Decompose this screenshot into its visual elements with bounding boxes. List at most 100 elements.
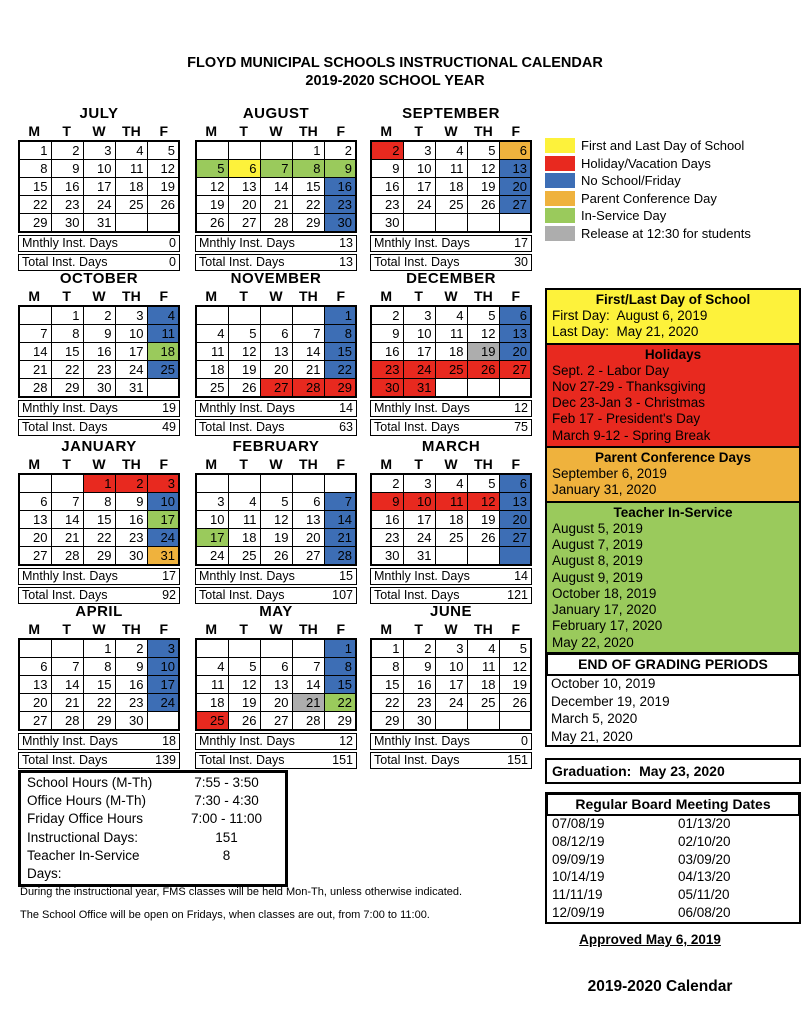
day-cell: 31 bbox=[82, 213, 116, 233]
day-cell: 11 bbox=[227, 510, 261, 529]
day-cell: 17 bbox=[434, 675, 468, 694]
monthly-inst-label: Mnthly Inst. Days bbox=[22, 401, 118, 415]
total-inst-days: Total Inst. Days 151 bbox=[370, 752, 532, 769]
total-inst-label: Total Inst. Days bbox=[374, 420, 460, 434]
day-cell: 4 bbox=[434, 305, 468, 325]
board-date: 11/11/19 bbox=[552, 887, 603, 903]
day-cell: 31 bbox=[146, 546, 180, 566]
legend-label: Holiday/Vacation Days bbox=[581, 155, 711, 171]
day-cell bbox=[291, 638, 325, 658]
weekday-label: F bbox=[159, 123, 169, 139]
day-cell: 18 bbox=[146, 342, 180, 361]
day-cell: 12 bbox=[466, 324, 500, 343]
day-cell: 22 bbox=[323, 360, 357, 379]
weekday-label: TH bbox=[122, 456, 141, 472]
day-cell: 29 bbox=[50, 378, 84, 398]
month-january: JANUARY M T W TH F 1 2 3 6 7 8 9 10 13 14 15 16 17 20 21 22 23… bbox=[18, 438, 180, 604]
hours-label: School Hours (M-Th) bbox=[27, 775, 153, 790]
weekday-label: TH bbox=[299, 456, 318, 472]
day-cell: 21 bbox=[50, 528, 84, 547]
day-cell: 23 bbox=[50, 195, 84, 214]
day-cell: 29 bbox=[82, 546, 116, 566]
day-cell bbox=[146, 378, 180, 398]
month-title: AUGUST bbox=[242, 105, 310, 122]
day-cell: 10 bbox=[402, 159, 436, 178]
day-cell: 10 bbox=[195, 510, 229, 529]
weekday-label: T bbox=[239, 123, 248, 139]
day-cell: 24 bbox=[402, 528, 436, 547]
day-cell: 3 bbox=[146, 473, 180, 493]
day-cell: 27 bbox=[291, 546, 325, 566]
week-row: 11 12 13 14 15 bbox=[195, 342, 357, 361]
day-cell: 2 bbox=[114, 638, 148, 658]
text-line: Feb 17 - President's Day bbox=[552, 411, 701, 427]
day-cell: 22 bbox=[323, 693, 357, 712]
day-cell: 24 bbox=[82, 195, 116, 214]
day-cell: 5 bbox=[195, 159, 229, 178]
day-cell: 11 bbox=[434, 492, 468, 511]
week-row: 30 31 bbox=[370, 378, 532, 398]
weekday-label: W bbox=[444, 456, 458, 472]
board-meeting-row: 12/09/19 06/08/20 bbox=[547, 904, 799, 922]
day-cell: 29 bbox=[82, 711, 116, 731]
month-may: MAY M T W TH F 1 4 5 6 7 8 11 12 13 14 15 18 19 20 21 22 25 26 2… bbox=[195, 603, 357, 769]
day-cell: 1 bbox=[82, 638, 116, 658]
day-cell: 1 bbox=[50, 305, 84, 325]
total-inst-label: Total Inst. Days bbox=[22, 753, 108, 767]
day-cell: 9 bbox=[370, 159, 404, 178]
day-cell: 21 bbox=[259, 195, 293, 214]
week-row: 16 17 18 19 20 bbox=[370, 177, 532, 196]
day-cell: 21 bbox=[291, 360, 325, 379]
day-cell: 18 bbox=[434, 177, 468, 196]
day-cell: 27 bbox=[498, 528, 532, 547]
weekday-label: T bbox=[414, 288, 423, 304]
month-grid: 1 4 5 6 7 8 11 12 13 14 15 18 19 20 21 22 25 26 27 28 29 bbox=[195, 638, 357, 731]
week-row: 13 14 15 16 17 bbox=[18, 510, 180, 529]
day-cell bbox=[402, 213, 436, 233]
day-cell: 3 bbox=[195, 492, 229, 511]
week-row: 14 15 16 17 18 bbox=[18, 342, 180, 361]
day-cell bbox=[498, 546, 532, 566]
day-cell: 13 bbox=[498, 492, 532, 511]
panel-title: Parent Conference Days bbox=[594, 450, 752, 466]
week-row: 20 21 22 23 24 bbox=[18, 693, 180, 712]
day-cell bbox=[434, 546, 468, 566]
day-cell: 2 bbox=[323, 140, 357, 160]
panel-title: Holidays bbox=[644, 346, 702, 362]
day-cell: 10 bbox=[402, 492, 436, 511]
day-cell: 9 bbox=[370, 492, 404, 511]
day-cell: 23 bbox=[402, 693, 436, 712]
monthly-inst-days: Mnthly Inst. Days 19 bbox=[18, 400, 180, 417]
title-line-1: FLOYD MUNICIPAL SCHOOLS INSTRUCTIONAL CA… bbox=[187, 55, 603, 71]
total-inst-label: Total Inst. Days bbox=[199, 588, 285, 602]
day-cell: 6 bbox=[291, 492, 325, 511]
weekday-label: T bbox=[414, 123, 423, 139]
weekday-header: M T W TH F bbox=[18, 287, 180, 305]
board-date: 04/13/20 bbox=[678, 869, 731, 885]
day-cell: 19 bbox=[227, 360, 261, 379]
week-row: 19 20 21 22 23 bbox=[195, 195, 357, 214]
day-cell: 9 bbox=[114, 657, 148, 676]
legend-item: No School/Friday bbox=[545, 172, 801, 189]
day-cell: 27 bbox=[227, 213, 261, 233]
weekday-label: M bbox=[380, 123, 393, 139]
weekday-label: M bbox=[28, 456, 41, 472]
day-cell: 17 bbox=[402, 177, 436, 196]
day-cell: 17 bbox=[146, 510, 180, 529]
day-cell: 28 bbox=[323, 546, 357, 566]
weekday-label: W bbox=[269, 123, 283, 139]
week-row bbox=[195, 473, 357, 493]
total-inst-value: 121 bbox=[507, 588, 528, 602]
day-cell: 9 bbox=[82, 324, 116, 343]
board-date: 12/09/19 bbox=[552, 904, 605, 920]
legend-item: Parent Conference Day bbox=[545, 190, 801, 207]
month-grid: 1 2 3 4 5 8 9 10 11 12 15 16 17 18 19 22 23 24 25 26 29 30 31 bbox=[18, 140, 180, 233]
monthly-inst-value: 17 bbox=[514, 236, 528, 250]
monthly-inst-days: Mnthly Inst. Days 0 bbox=[18, 235, 180, 252]
day-cell: 19 bbox=[195, 195, 229, 214]
weekday-label: F bbox=[159, 288, 169, 304]
day-cell: 7 bbox=[291, 657, 325, 676]
day-cell bbox=[50, 473, 84, 493]
